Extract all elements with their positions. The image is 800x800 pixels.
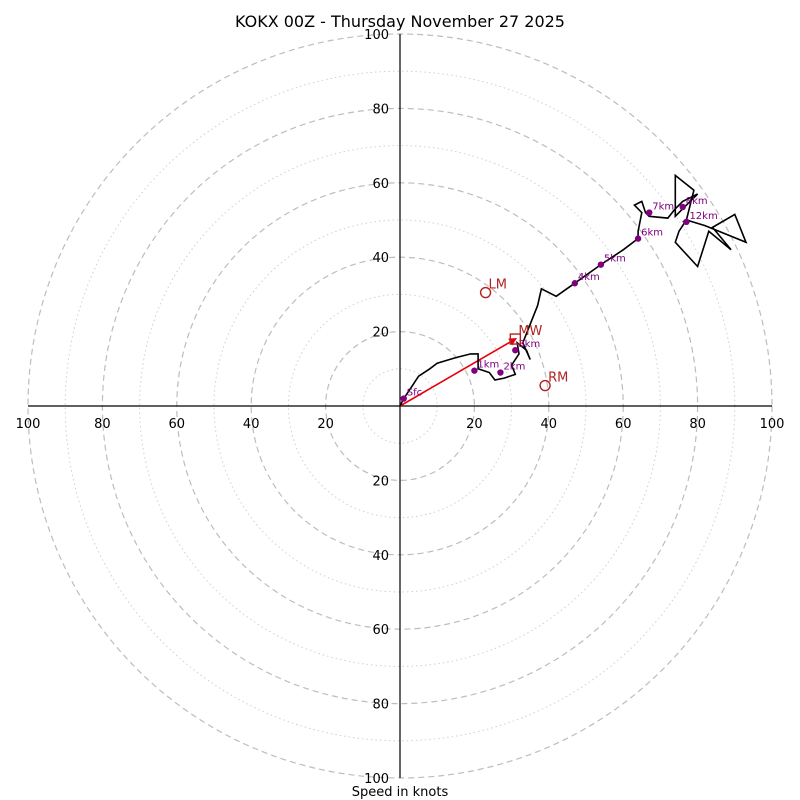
x-tick-label: 20 [317, 417, 334, 432]
height-point-7km [646, 209, 653, 216]
mean-wind-vector-group [399, 338, 518, 407]
x-axis-label: Speed in knots [352, 785, 449, 800]
y-tick-label: 40 [372, 251, 389, 266]
height-point-1km [471, 367, 478, 374]
storm-motion-marker-MW [509, 333, 522, 345]
height-label: 2km [503, 362, 525, 373]
chart-title: KOKX 00Z - Thursday November 27 2025 [235, 12, 565, 31]
x-tick-labels: 100 80 60 40 20 20 40 60 80 100 [16, 417, 785, 432]
height-point-4km [571, 280, 579, 287]
height-point-8km [679, 203, 686, 211]
height-label: 6km [641, 228, 663, 239]
storm-motion-marker-RM [539, 379, 551, 392]
y-tick-label: 20 [372, 474, 389, 489]
y-tick-label: 80 [372, 102, 389, 117]
height-point-3km [512, 347, 519, 354]
height-label: 1km [477, 360, 499, 371]
height-label: 3km [518, 339, 540, 350]
height-label: 7km [652, 202, 674, 213]
height-label: 12km [689, 211, 717, 222]
height-markers: Sfc 1km 2km 3km 4km 5km 6km 7km 8km 12km [400, 196, 718, 402]
height-point-2km [497, 369, 504, 376]
height-label: 5km [604, 254, 626, 265]
y-tick-label: 40 [372, 549, 389, 564]
y-tick-labels: 100 80 60 40 20 20 40 60 80 100 [364, 28, 389, 787]
x-tick-label: 60 [169, 417, 186, 432]
y-tick-label: 100 [364, 28, 389, 43]
height-point-6km [634, 235, 642, 242]
height-point-12km [683, 218, 690, 226]
storm-motion-label: MW [518, 324, 542, 339]
height-label: 4km [578, 272, 600, 283]
storm-motion-label: LM [489, 278, 507, 293]
y-tick-label: 60 [372, 177, 389, 192]
wind-trace-group [399, 173, 748, 407]
height-label: 8km [686, 196, 708, 207]
x-tick-label: 80 [94, 417, 111, 432]
storm-motion-label: RM [548, 371, 568, 386]
height-point-Sfc [400, 395, 407, 402]
x-tick-label: 40 [243, 417, 260, 432]
mean-wind-vector [399, 338, 518, 407]
y-tick-label: 20 [372, 326, 389, 341]
x-tick-label: 60 [615, 417, 632, 432]
x-tick-label: 100 [760, 417, 785, 432]
x-tick-label: 40 [541, 417, 558, 432]
y-tick-label: 100 [364, 772, 389, 787]
storm-motion-marker-LM [479, 286, 492, 299]
height-point-5km [597, 261, 605, 268]
storm-motion-markers: LM RM MW [479, 278, 568, 392]
x-tick-label: 100 [16, 417, 41, 432]
x-tick-label: 80 [689, 417, 706, 432]
height-label: Sfc [407, 388, 422, 399]
x-tick-label: 20 [466, 417, 483, 432]
y-tick-label: 80 [372, 698, 389, 713]
y-tick-label: 60 [372, 623, 389, 638]
wind-trace-line [399, 173, 748, 407]
